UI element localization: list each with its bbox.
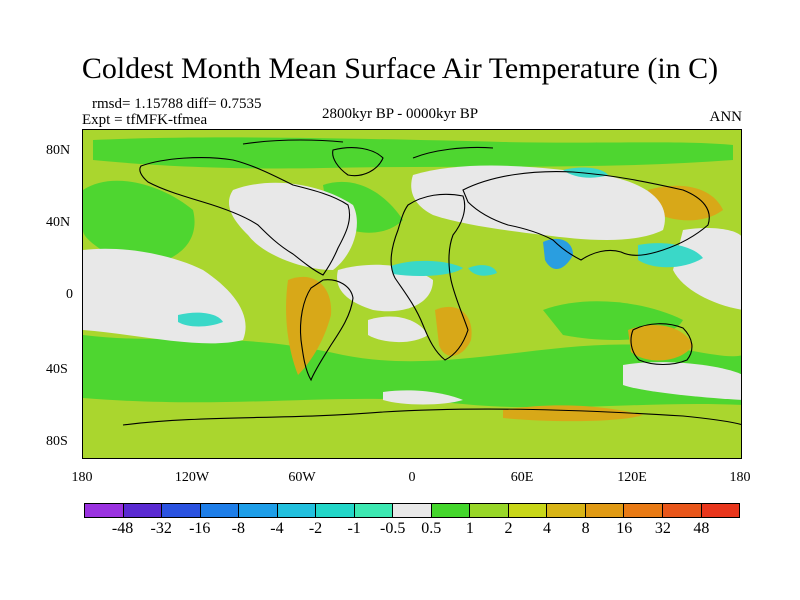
colorbar-swatch	[662, 504, 702, 517]
y-tick-label: 0	[66, 287, 73, 302]
map-panel	[82, 129, 742, 459]
colorbar-swatch	[277, 504, 317, 517]
stats-label: rmsd= 1.15788 diff= 0.7535	[92, 96, 262, 112]
x-tick-label: 60E	[510, 470, 534, 485]
colorbar	[84, 503, 740, 518]
colorbar-swatch	[470, 504, 509, 517]
x-tick-label: 120E	[617, 470, 647, 485]
australia-warm	[628, 325, 693, 361]
map-title: Coldest Month Mean Surface Air Temperatu…	[81, 52, 719, 85]
colorbar-swatch	[85, 504, 124, 517]
south-atlantic-neutral	[368, 316, 428, 343]
greenland-outline	[332, 147, 384, 177]
north-america-outline	[139, 157, 351, 276]
colorbar-swatch	[316, 504, 355, 517]
colorbar-swatch	[354, 504, 394, 517]
colorbar-label: -1	[347, 520, 361, 537]
colorbar-swatch	[547, 504, 586, 517]
x-tick-label: 0	[408, 470, 416, 485]
south-pacific-cold	[178, 312, 223, 327]
colorbar-swatch	[624, 504, 663, 517]
colorbar-label: -2	[308, 520, 323, 537]
north-pacific-green	[83, 180, 195, 266]
coastlines	[122, 139, 741, 426]
southern-ocean-band	[83, 335, 741, 408]
colorbar-label: 2	[504, 520, 513, 537]
colorbar-swatch	[200, 504, 240, 517]
north-america-neutral	[228, 182, 357, 270]
colorbar-label: 1	[465, 520, 474, 537]
australia-outline	[630, 323, 693, 366]
colorbar-label: 32	[654, 520, 671, 537]
colorbar-swatch	[393, 504, 432, 517]
y-tick-label: 40N	[46, 215, 71, 230]
eurasia-neutral	[411, 165, 665, 240]
greenland-arctic-coast	[242, 139, 494, 159]
colorbar-swatch	[431, 504, 471, 517]
colorbar-swatch	[162, 504, 201, 517]
colorbar-label: -4	[270, 520, 284, 537]
colorbar-label: -32	[150, 520, 172, 537]
colorbar-swatch	[701, 504, 740, 517]
y-tick-label: 80N	[46, 143, 71, 158]
colorbar-label: 8	[581, 520, 590, 537]
colorbar-label: -8	[231, 520, 246, 537]
india-cold	[543, 238, 573, 270]
colorbar-label: 48	[693, 520, 710, 537]
colorbar-swatch	[239, 504, 278, 517]
east-pacific-neutral	[673, 228, 741, 310]
experiment-label: Expt = tfMFK-tfmea	[82, 112, 208, 128]
y-tick-label: 80S	[46, 434, 68, 449]
colorbar-label: 4	[543, 520, 552, 537]
west-australia-neutral	[623, 362, 741, 400]
season-label: ANN	[709, 109, 743, 125]
colorbar-label: -0.5	[380, 520, 406, 537]
arctic-green	[93, 137, 733, 169]
asia-outline	[462, 171, 710, 261]
colorbar-label: 16	[616, 520, 633, 537]
colorbar-swatch	[508, 504, 548, 517]
x-tick-label: 60W	[288, 470, 316, 485]
arabia-cold	[468, 265, 497, 276]
colorbar-swatch	[123, 504, 163, 517]
colorbar-swatch	[585, 504, 625, 517]
north-africa-cold	[391, 260, 463, 276]
europe-africa-outline	[390, 193, 469, 361]
east-asia-warm	[648, 185, 723, 221]
colorbar-label: 0.5	[421, 520, 442, 537]
antarctica-outline	[122, 408, 741, 426]
northwest-pacific-cold	[638, 243, 703, 268]
antarctic-neutral	[383, 390, 463, 405]
colorbar-label: -48	[111, 520, 134, 537]
x-tick-label: 180	[729, 470, 751, 485]
x-tick-label: 180	[71, 470, 93, 485]
temperature-anomaly-map	[83, 130, 741, 458]
y-tick-label: 40S	[46, 362, 68, 377]
south-america-warm	[286, 276, 332, 375]
colorbar-label: -16	[189, 520, 211, 537]
period-label: 2800kyr BP - 0000kyr BP	[322, 106, 479, 122]
south-america-outline	[299, 279, 354, 382]
x-tick-label: 120W	[174, 470, 210, 485]
